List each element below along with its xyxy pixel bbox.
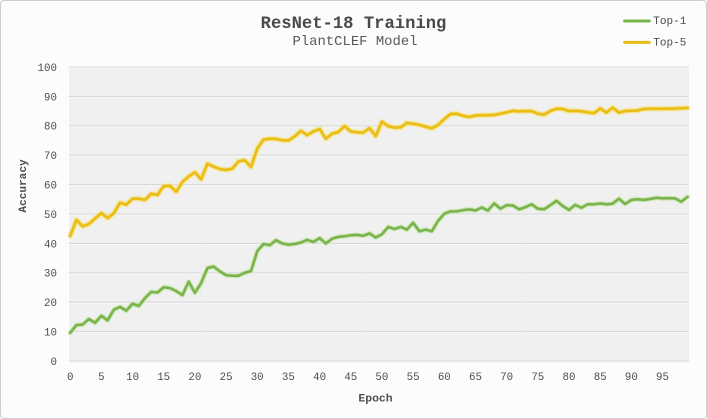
svg-text:10: 10 [44, 328, 57, 340]
svg-text:90: 90 [625, 372, 638, 384]
svg-text:40: 40 [313, 372, 326, 384]
svg-text:Top-1: Top-1 [653, 16, 686, 28]
svg-text:70: 70 [44, 151, 57, 163]
svg-text:60: 60 [438, 372, 451, 384]
svg-text:50: 50 [44, 210, 57, 222]
svg-text:100: 100 [38, 63, 57, 75]
svg-text:80: 80 [44, 122, 57, 134]
svg-text:45: 45 [344, 372, 357, 384]
svg-text:30: 30 [44, 269, 57, 281]
svg-text:10: 10 [126, 372, 139, 384]
svg-text:Accuracy: Accuracy [18, 159, 30, 213]
svg-text:0: 0 [67, 372, 73, 384]
svg-text:Top-5: Top-5 [653, 37, 686, 49]
svg-text:50: 50 [375, 372, 388, 384]
svg-text:PlantCLEF Model: PlantCLEF Model [292, 34, 417, 50]
svg-text:55: 55 [407, 372, 420, 384]
svg-text:65: 65 [469, 372, 482, 384]
svg-text:70: 70 [500, 372, 513, 384]
svg-text:30: 30 [251, 372, 264, 384]
svg-text:Epoch: Epoch [358, 394, 392, 406]
svg-text:90: 90 [44, 92, 57, 104]
svg-text:75: 75 [531, 372, 544, 384]
svg-text:40: 40 [44, 239, 57, 251]
svg-text:85: 85 [594, 372, 607, 384]
svg-text:20: 20 [188, 372, 201, 384]
svg-text:5: 5 [98, 372, 104, 384]
svg-text:20: 20 [44, 298, 57, 310]
svg-text:25: 25 [220, 372, 233, 384]
svg-text:ResNet-18 Training: ResNet-18 Training [261, 15, 447, 34]
svg-text:60: 60 [44, 181, 57, 193]
svg-text:35: 35 [282, 372, 295, 384]
svg-text:80: 80 [563, 372, 576, 384]
svg-text:0: 0 [51, 357, 57, 369]
svg-text:15: 15 [157, 372, 170, 384]
svg-text:95: 95 [656, 372, 669, 384]
